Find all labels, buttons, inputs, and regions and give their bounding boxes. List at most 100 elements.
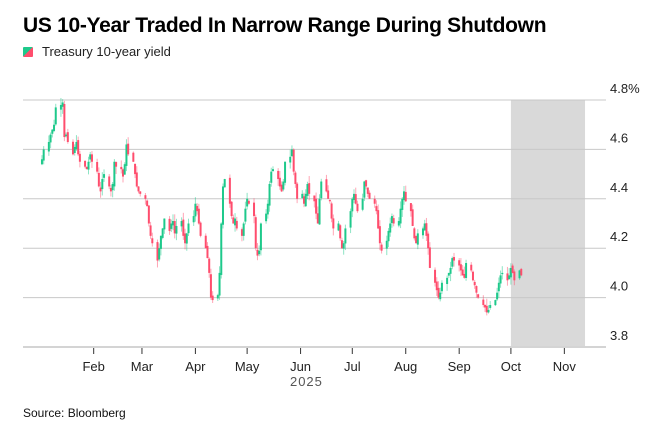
candle-body xyxy=(199,222,202,236)
x-tick-label: Apr xyxy=(185,359,206,374)
candle-body xyxy=(308,183,311,194)
candle xyxy=(439,287,442,302)
candle-body xyxy=(84,160,87,167)
candle xyxy=(366,187,369,198)
candle-body xyxy=(182,219,185,236)
candle xyxy=(325,174,328,193)
candle xyxy=(163,218,166,234)
candle-body xyxy=(390,216,393,224)
candle-body xyxy=(511,265,514,273)
candle-body xyxy=(232,217,235,224)
candle xyxy=(506,266,509,286)
candle xyxy=(159,235,162,256)
candle-body xyxy=(144,195,147,199)
axis-layer: 4.8% 4.6 4.4 4.2 4.0 3.8 Feb Mar Apr May Jun Jul Aug… xyxy=(82,81,640,389)
candle-body xyxy=(99,187,102,192)
candle-body xyxy=(111,183,114,191)
candle-body xyxy=(113,161,116,187)
candle-body xyxy=(120,166,123,170)
candle-body xyxy=(228,177,231,204)
candle xyxy=(387,228,390,248)
candle-body xyxy=(340,240,343,249)
candle xyxy=(40,155,43,166)
candle xyxy=(196,203,199,215)
candle xyxy=(144,192,147,205)
candle-body xyxy=(151,238,154,244)
candle xyxy=(411,204,414,227)
candle xyxy=(339,224,342,241)
candle xyxy=(423,219,426,231)
candle xyxy=(53,119,56,133)
candle-body xyxy=(428,247,431,268)
candle-body xyxy=(59,104,62,110)
candle xyxy=(365,179,368,190)
candle xyxy=(103,169,106,182)
candle-body xyxy=(87,161,90,170)
candle xyxy=(127,137,130,157)
x-tick-label: Feb xyxy=(82,359,104,374)
candle-body xyxy=(518,270,521,279)
candle xyxy=(368,190,371,200)
candle xyxy=(340,237,343,249)
candle-body xyxy=(192,216,195,223)
candle-body xyxy=(344,228,347,244)
candle-body xyxy=(66,132,69,142)
candle-body xyxy=(397,221,400,226)
candle xyxy=(428,242,431,269)
candle xyxy=(518,269,521,280)
candle-body xyxy=(427,233,430,249)
candle-body xyxy=(365,180,368,187)
candle xyxy=(115,161,118,175)
candle xyxy=(489,301,492,310)
candle xyxy=(306,181,309,200)
candle-body xyxy=(366,187,369,194)
candle-body xyxy=(447,272,450,276)
candle xyxy=(206,242,209,259)
candle-body xyxy=(461,269,464,276)
candle xyxy=(84,159,87,169)
candle-body xyxy=(171,221,174,226)
candle xyxy=(101,172,104,196)
candle xyxy=(87,156,90,175)
candle xyxy=(73,144,76,156)
candle-body xyxy=(168,218,171,231)
candle-body xyxy=(53,124,56,131)
candle xyxy=(209,268,212,300)
candle-body xyxy=(485,305,488,313)
candle xyxy=(120,160,123,174)
candle xyxy=(108,174,111,190)
candle xyxy=(90,151,93,168)
candle-body xyxy=(475,286,478,293)
candle-body xyxy=(508,275,511,280)
candle xyxy=(51,129,54,138)
candle xyxy=(61,99,64,114)
candle-body xyxy=(246,198,249,207)
candle xyxy=(253,198,256,224)
candle xyxy=(65,132,68,138)
candle-body xyxy=(330,203,333,219)
candle-body xyxy=(244,208,247,222)
candle-body xyxy=(180,221,183,227)
candle xyxy=(513,269,516,286)
candle-body xyxy=(318,198,321,225)
candle xyxy=(315,192,318,220)
candle-body xyxy=(89,154,92,160)
candle xyxy=(344,224,347,251)
candle-body xyxy=(499,275,502,284)
candle-body xyxy=(313,195,316,202)
candle xyxy=(425,217,428,241)
candle xyxy=(85,166,88,170)
candle-body xyxy=(156,242,159,261)
candle-body xyxy=(185,233,188,244)
candle xyxy=(175,218,178,241)
candle xyxy=(475,285,478,298)
candle-body xyxy=(51,129,54,134)
candle-body xyxy=(137,186,140,192)
candle-body xyxy=(197,208,200,224)
candle-body xyxy=(392,218,395,224)
candle xyxy=(332,214,335,236)
candle xyxy=(356,200,359,213)
candle xyxy=(461,265,464,276)
candle xyxy=(482,295,485,308)
candle xyxy=(266,199,269,219)
